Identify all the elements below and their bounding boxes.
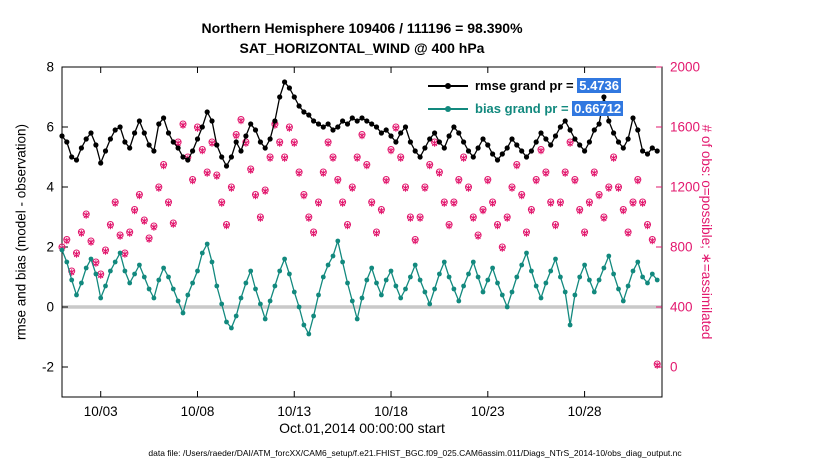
legend-bias-label: bias grand pr = 0.66712	[475, 101, 624, 116]
svg-text:800: 800	[670, 240, 693, 255]
legend-rmse-label: rmse grand pr = 5.4736	[475, 78, 621, 93]
rmse-line-swatch	[428, 81, 468, 91]
svg-text:0: 0	[670, 360, 678, 375]
rmse-dot-icon	[445, 82, 451, 89]
svg-text:0: 0	[46, 300, 54, 315]
svg-text:10/03: 10/03	[84, 404, 118, 419]
svg-text:10/28: 10/28	[568, 404, 602, 419]
svg-text:10/23: 10/23	[471, 404, 505, 419]
svg-text:4: 4	[46, 180, 54, 195]
svg-text:1200: 1200	[670, 180, 700, 195]
svg-text:2: 2	[46, 240, 54, 255]
svg-text:2000: 2000	[670, 60, 700, 75]
svg-text:6: 6	[46, 120, 54, 135]
legend-bias-value: 0.66712	[572, 101, 624, 116]
chart-title-line2: SAT_HORIZONTAL_WIND @ 400 hPa	[239, 40, 485, 56]
bias-dot-icon	[445, 105, 451, 112]
legend-rmse-prefix: rmse grand pr =	[475, 78, 578, 93]
svg-text:-2: -2	[42, 360, 54, 375]
svg-text:8: 8	[46, 60, 54, 75]
legend-rmse-value: 5.4736	[577, 78, 621, 93]
right-axis-label: # of obs: o=possible; ∗=assimilated	[699, 124, 714, 340]
data-file-path: data file: /Users/raeder/DAI/ATM_forcXX/…	[148, 448, 682, 458]
left-axis-label: rmse and bias (model - observation)	[13, 123, 29, 341]
legend-row-rmse: rmse grand pr = 5.4736	[428, 74, 623, 97]
legend-row-bias: bias grand pr = 0.66712	[428, 97, 624, 120]
legend: rmse grand pr = 5.4736 bias grand pr = 0…	[428, 74, 624, 120]
svg-text:400: 400	[670, 300, 693, 315]
legend-bias-prefix: bias grand pr =	[475, 101, 573, 116]
svg-text:1600: 1600	[670, 120, 700, 135]
svg-text:10/08: 10/08	[181, 404, 215, 419]
chart-title-line1: Northern Hemisphere 109406 / 111196 = 98…	[201, 20, 523, 36]
svg-text:10/13: 10/13	[277, 404, 311, 419]
bias-line-swatch	[428, 104, 468, 114]
x-axis-label: Oct.01,2014 00:00:00 start	[279, 420, 445, 436]
svg-text:10/18: 10/18	[374, 404, 408, 419]
